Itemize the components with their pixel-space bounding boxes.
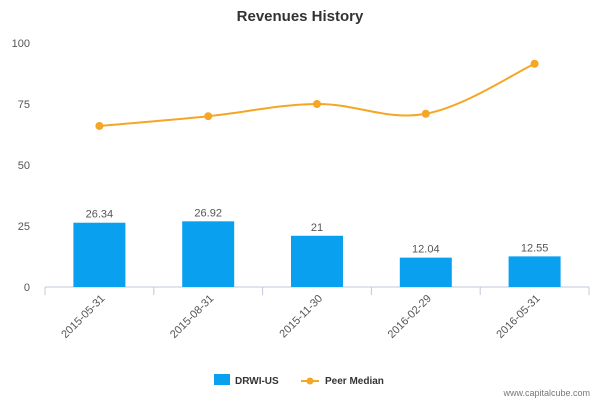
y-tick-label: 50 bbox=[18, 160, 30, 172]
line-series bbox=[95, 59, 539, 130]
legend-swatch-drwi bbox=[214, 374, 230, 385]
y-tick-label: 75 bbox=[18, 99, 30, 111]
y-tick-label: 25 bbox=[18, 221, 30, 233]
y-tick-label: 0 bbox=[24, 282, 30, 294]
chart-title: Revenues History bbox=[237, 8, 364, 25]
peer-median-line bbox=[99, 62, 536, 127]
line-point bbox=[421, 109, 430, 118]
x-tick-label: 2015-05-31 bbox=[59, 293, 107, 341]
bar-data-label: 21 bbox=[311, 222, 323, 234]
y-axis: 0 25 50 75 100 bbox=[12, 38, 30, 294]
bar bbox=[508, 256, 561, 287]
line-point bbox=[313, 100, 321, 108]
line-point bbox=[95, 121, 104, 130]
watermark: www.capitalcube.com bbox=[502, 388, 590, 398]
line-point bbox=[204, 112, 213, 121]
legend-marker-peer bbox=[306, 377, 314, 385]
bar bbox=[291, 235, 343, 287]
legend-label-drwi: DRWI-US bbox=[235, 376, 279, 387]
x-tick-label: 2016-02-29 bbox=[386, 293, 434, 341]
x-axis: 2015-05-31 2015-08-31 2015-11-30 2016-02-29… bbox=[44, 286, 590, 341]
bar bbox=[182, 221, 235, 287]
legend: DRWI-US Peer Median bbox=[214, 374, 384, 387]
line-point bbox=[530, 59, 539, 68]
legend-label-peer: Peer Median bbox=[325, 376, 384, 387]
x-tick-label: 2016-05-31 bbox=[494, 293, 542, 341]
bar-data-label: 12.04 bbox=[412, 244, 440, 256]
x-tick-label: 2015-11-30 bbox=[277, 293, 325, 341]
bar-data-label: 26.34 bbox=[86, 209, 114, 221]
bar-series: 26.34 26.92 21 12.04 12.55 bbox=[73, 207, 561, 287]
bar-data-label: 12.55 bbox=[521, 242, 549, 254]
bar bbox=[73, 222, 126, 287]
bar-data-label: 26.92 bbox=[194, 207, 222, 219]
bar bbox=[399, 257, 452, 287]
y-tick-label: 100 bbox=[12, 38, 30, 50]
x-tick-label: 2015-08-31 bbox=[168, 293, 216, 341]
